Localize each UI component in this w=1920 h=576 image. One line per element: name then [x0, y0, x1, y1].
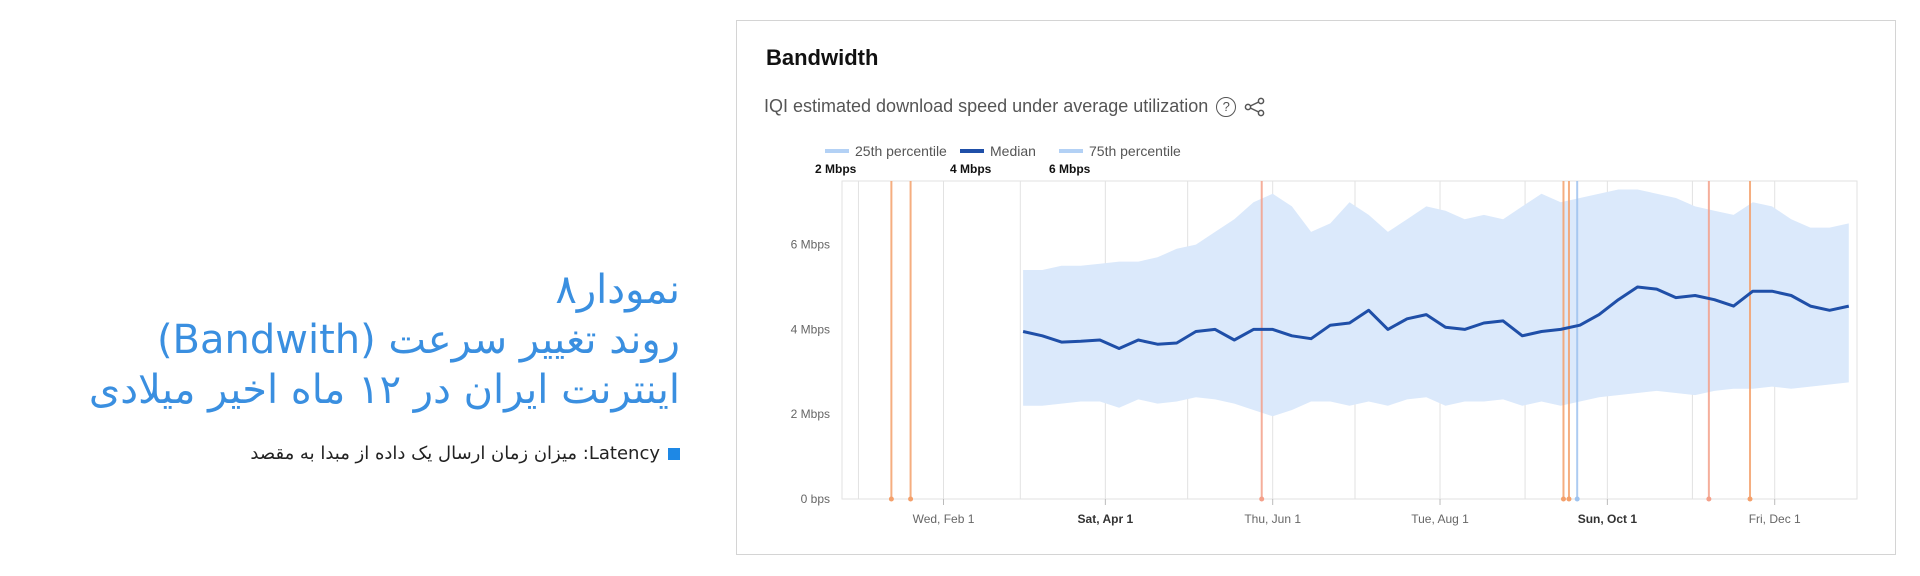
legend-value: 6 Mbps — [1049, 162, 1091, 176]
legend-label: 25th percentile — [855, 143, 947, 159]
event-marker-dot — [1706, 496, 1712, 502]
x-tick-label: Tue, Aug 1 — [1411, 512, 1469, 526]
y-tick-label: 6 Mbps — [791, 238, 830, 252]
bandwidth-card: Bandwidth IQI estimated download speed u… — [736, 20, 1896, 555]
caption-line-3: اینترنت ایران در ۱۲ ماه اخیر میلادی — [88, 367, 680, 413]
event-marker-dot — [908, 496, 914, 502]
caption-note-text: Latency: میزان زمان ارسال یک داده از مبد… — [250, 443, 660, 464]
card-title: Bandwidth — [766, 45, 879, 70]
event-marker-dot — [1259, 496, 1265, 502]
event-marker-dot — [1566, 496, 1572, 502]
question-circle-icon[interactable]: ? — [1216, 96, 1237, 117]
x-axis: Wed, Feb 1 Sat, Apr 1 Thu, Jun 1 Tue, Aug 1… — [913, 499, 1801, 526]
event-marker-dot — [1574, 496, 1580, 502]
figure-caption: نمودار۸ روند تغییر سرعت (Bandwith) اینتر… — [40, 265, 680, 464]
share-nodes-icon[interactable] — [1244, 97, 1266, 117]
caption-line-2: روند تغییر سرعت (Bandwith) — [156, 317, 680, 363]
x-tick-label: Wed, Feb 1 — [913, 512, 975, 526]
y-tick-label: 2 Mbps — [791, 407, 830, 421]
legend-label: 75th percentile — [1089, 143, 1181, 159]
plot-frame — [841, 180, 1858, 500]
y-axis: 0 bps 2 Mbps 4 Mbps 6 Mbps — [791, 238, 830, 506]
chart-legend: 25th percentile 2 Mbps Median 4 Mbps 75th pe… — [815, 143, 1181, 176]
plot-area — [841, 180, 1858, 502]
event-marker-dot — [1747, 496, 1753, 502]
median-line — [1022, 285, 1850, 350]
x-tick-label: Thu, Jun 1 — [1244, 512, 1301, 526]
event-marker-dot — [888, 496, 894, 502]
x-tick-label: Sat, Apr 1 — [1078, 512, 1134, 526]
legend-label: Median — [990, 143, 1036, 159]
square-bullet-icon — [668, 447, 680, 460]
caption-title: نمودار۸ — [555, 267, 680, 313]
legend-value: 2 Mbps — [815, 162, 857, 176]
legend-value: 4 Mbps — [950, 162, 992, 176]
bandwidth-chart: 25th percentile 2 Mbps Median 4 Mbps 75th pe… — [791, 143, 1858, 526]
card-subtitle-row: IQI estimated download speed under avera… — [764, 96, 1266, 117]
y-tick-label: 4 Mbps — [791, 322, 830, 336]
caption-note: Latency: میزان زمان ارسال یک داده از مبد… — [40, 443, 680, 464]
x-tick-label: Sun, Oct 1 — [1578, 512, 1638, 526]
event-marker-dot — [1560, 496, 1566, 502]
card-subtitle: IQI estimated download speed under avera… — [764, 96, 1209, 116]
x-tick-label: Fri, Dec 1 — [1749, 512, 1801, 526]
percentile-band — [1023, 189, 1849, 417]
y-tick-label: 0 bps — [801, 492, 830, 506]
